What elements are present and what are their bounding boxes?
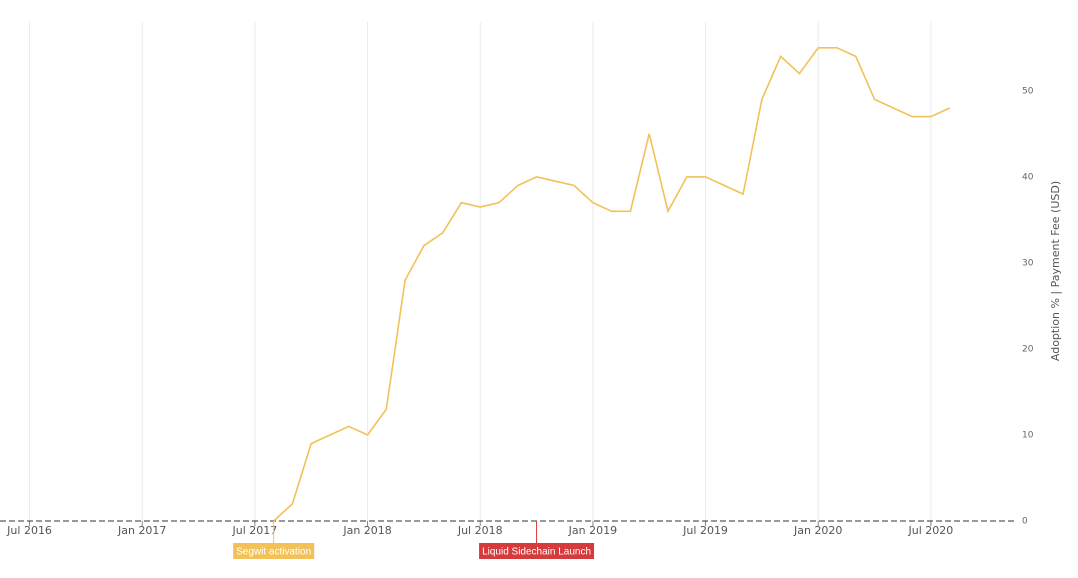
data-line bbox=[273, 47, 951, 522]
y-tick-label: 20 bbox=[1022, 344, 1034, 354]
y-tick-label: 10 bbox=[1022, 430, 1034, 440]
y-tick-label: 30 bbox=[1022, 258, 1034, 268]
annotation-box bbox=[233, 543, 315, 559]
x-tick-label: Jan 2019 bbox=[568, 524, 617, 537]
x-tick-label: Jul 2019 bbox=[682, 524, 728, 537]
annotation-box bbox=[479, 543, 595, 559]
x-tick-label: Jan 2017 bbox=[117, 524, 166, 537]
x-tick-label: Jul 2017 bbox=[232, 524, 278, 537]
annotation-text: Segwit activation bbox=[236, 547, 311, 558]
y-tick-label: 50 bbox=[1022, 86, 1034, 96]
annotation: Liquid Sidechain Launch bbox=[479, 543, 595, 559]
x-tick-label: Jan 2020 bbox=[793, 524, 842, 537]
x-tick-label: Jan 2018 bbox=[342, 524, 391, 537]
y-tick-label: 40 bbox=[1022, 172, 1034, 182]
annotation: Segwit activation bbox=[233, 543, 315, 559]
x-tick-label: Jul 2018 bbox=[457, 524, 503, 537]
y-tick-label: 0 bbox=[1022, 517, 1028, 527]
y-axis-label: Adoption % | Payment Fee (USD) bbox=[1049, 181, 1062, 361]
annotation-text: Liquid Sidechain Launch bbox=[482, 547, 591, 558]
x-tick-label: Jul 2020 bbox=[908, 524, 954, 537]
x-tick-label: Jul 2016 bbox=[6, 524, 52, 537]
